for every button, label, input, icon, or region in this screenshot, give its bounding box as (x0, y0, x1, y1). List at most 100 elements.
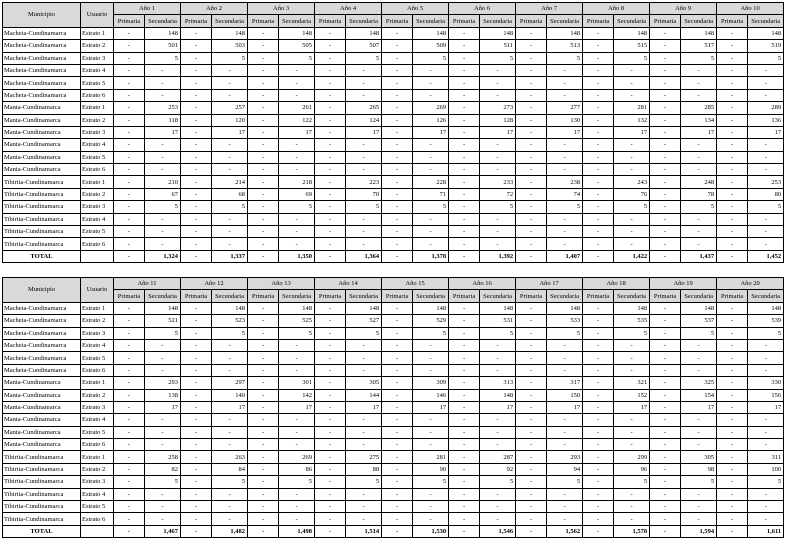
secundaria-cell: 5 (345, 326, 383, 340)
total-label: TOTAL (2, 249, 81, 264)
secundaria-cell: 5 (278, 200, 316, 214)
primaria-cell: - (582, 512, 615, 526)
municipio-cell: Tibirita-Cundinamarca (2, 512, 81, 526)
municipio-cell: Tibirita-Cundinamarca (2, 237, 81, 251)
secundaria-cell: - (613, 351, 651, 365)
secundaria-cell: - (613, 512, 651, 526)
year-header: Año 2 (180, 1, 249, 16)
table-row: Tibirita-Cundinamarca Estrato 6----------… (2, 237, 785, 251)
secundaria-cell: 297 (211, 376, 249, 390)
secundaria-cell: - (546, 225, 584, 239)
primaria-cell: - (314, 363, 347, 378)
secundaria-cell: 148 (345, 26, 383, 41)
secundaria-cell: 5 (278, 51, 316, 65)
secundaria-cell: - (211, 425, 249, 440)
secundaria-cell: 92 (479, 462, 517, 477)
municipio-cell: Tibirita-Cundinamarca (2, 487, 81, 502)
municipio-cell: Manta-Cundinamarca (2, 413, 81, 427)
primaria-cell: - (448, 400, 481, 415)
usuario-cell: Estrato 5 (80, 225, 114, 239)
primaria-cell: - (381, 400, 414, 415)
primaria-cell: - (716, 88, 749, 103)
primaria-cell: - (582, 212, 615, 227)
primaria-cell: - (515, 88, 548, 103)
secundaria-cell: 130 (546, 113, 584, 127)
year-header: Año 13 (247, 276, 316, 291)
primaria-cell: - (649, 200, 682, 214)
secundaria-cell: 5 (613, 200, 651, 214)
total-primaria-cell: - (180, 524, 213, 539)
secundaria-cell: 501 (143, 39, 182, 53)
usuario-cell: Estrato 3 (80, 51, 114, 65)
secundaria-cell: - (345, 351, 383, 365)
secundaria-cell: 17 (747, 125, 785, 140)
year-header: Año 14 (314, 276, 383, 291)
header-row-years: Municipio Usuario Año 11 Año 12 Año 13 Año 14… (2, 276, 785, 303)
secundaria-cell: - (345, 150, 383, 165)
municipio-cell: Macheta-Cundinamarca (2, 363, 81, 378)
usuario-cell: Estrato 6 (80, 438, 114, 452)
secundaria-cell: - (680, 351, 718, 365)
secundaria-cell: - (680, 338, 718, 353)
primaria-cell: - (247, 487, 280, 502)
primaria-cell: - (180, 462, 213, 477)
primaria-cell: - (381, 475, 414, 489)
secundaria-cell: 17 (747, 400, 785, 415)
primaria-cell: - (113, 363, 145, 378)
primaria-cell: - (381, 163, 414, 177)
total-secundaria-cell: 1,562 (546, 524, 584, 539)
secundaria-cell: 154 (680, 388, 718, 402)
secundaria-cell: 5 (613, 475, 651, 489)
secundaria-cell: - (613, 150, 651, 165)
primaria-cell: - (716, 76, 749, 90)
year-header: Año 1 (112, 1, 182, 16)
secundaria-cell: - (546, 163, 584, 177)
primaria-cell: - (381, 212, 414, 227)
primaria-cell: - (649, 88, 682, 103)
primaria-cell: - (113, 512, 145, 526)
usuario-cell: Estrato 2 (80, 39, 114, 53)
primaria-cell: - (180, 26, 213, 41)
primaria-cell: - (381, 438, 414, 452)
secundaria-cell: 17 (211, 400, 249, 415)
primaria-cell: - (314, 301, 347, 316)
primaria-header: Primaria (247, 14, 280, 28)
secundaria-cell: - (546, 150, 584, 165)
primaria-cell: - (113, 326, 145, 340)
municipio-cell: Manta-Cundinamarca (2, 163, 81, 177)
primaria-cell: - (448, 388, 481, 402)
secundaria-cell: - (211, 338, 249, 353)
table-row: Macheta-Cundinamarca Estrato 2-501-503-50… (2, 39, 785, 53)
secundaria-cell: 5 (613, 326, 651, 340)
primaria-cell: - (247, 175, 280, 189)
secundaria-cell: - (479, 351, 517, 365)
primaria-cell: - (247, 425, 280, 440)
primaria-cell: - (515, 363, 548, 378)
secundaria-cell: 317 (546, 376, 584, 390)
primaria-cell: - (180, 388, 213, 402)
primaria-cell: - (515, 51, 548, 65)
secundaria-cell: - (278, 63, 316, 78)
primaria-cell: - (113, 175, 145, 189)
primaria-cell: - (247, 200, 280, 214)
primaria-cell: - (515, 500, 548, 514)
secundaria-cell: 253 (143, 101, 182, 115)
usuario-cell: Estrato 5 (80, 425, 114, 440)
primaria-cell: - (180, 88, 213, 103)
primaria-cell: - (716, 512, 749, 526)
table-row: Manta-Cundinamarca Estrato 3-17-17-17-17-… (2, 125, 785, 140)
usuario-cell: Estrato 1 (80, 450, 114, 464)
primaria-cell: - (448, 351, 481, 365)
secundaria-cell: - (412, 413, 450, 427)
primaria-header: Primaria (180, 289, 213, 303)
total-secundaria-cell: 1,578 (613, 524, 651, 539)
secundaria-cell: - (747, 163, 785, 177)
primaria-cell: - (314, 475, 347, 489)
secundaria-cell: 17 (345, 400, 383, 415)
secundaria-cell: - (747, 413, 785, 427)
secundaria-header: Secundaria (211, 14, 249, 28)
total-secundaria-cell: 1,546 (479, 524, 517, 539)
primaria-cell: - (247, 51, 280, 65)
secundaria-cell: - (680, 225, 718, 239)
primaria-cell: - (314, 39, 347, 53)
